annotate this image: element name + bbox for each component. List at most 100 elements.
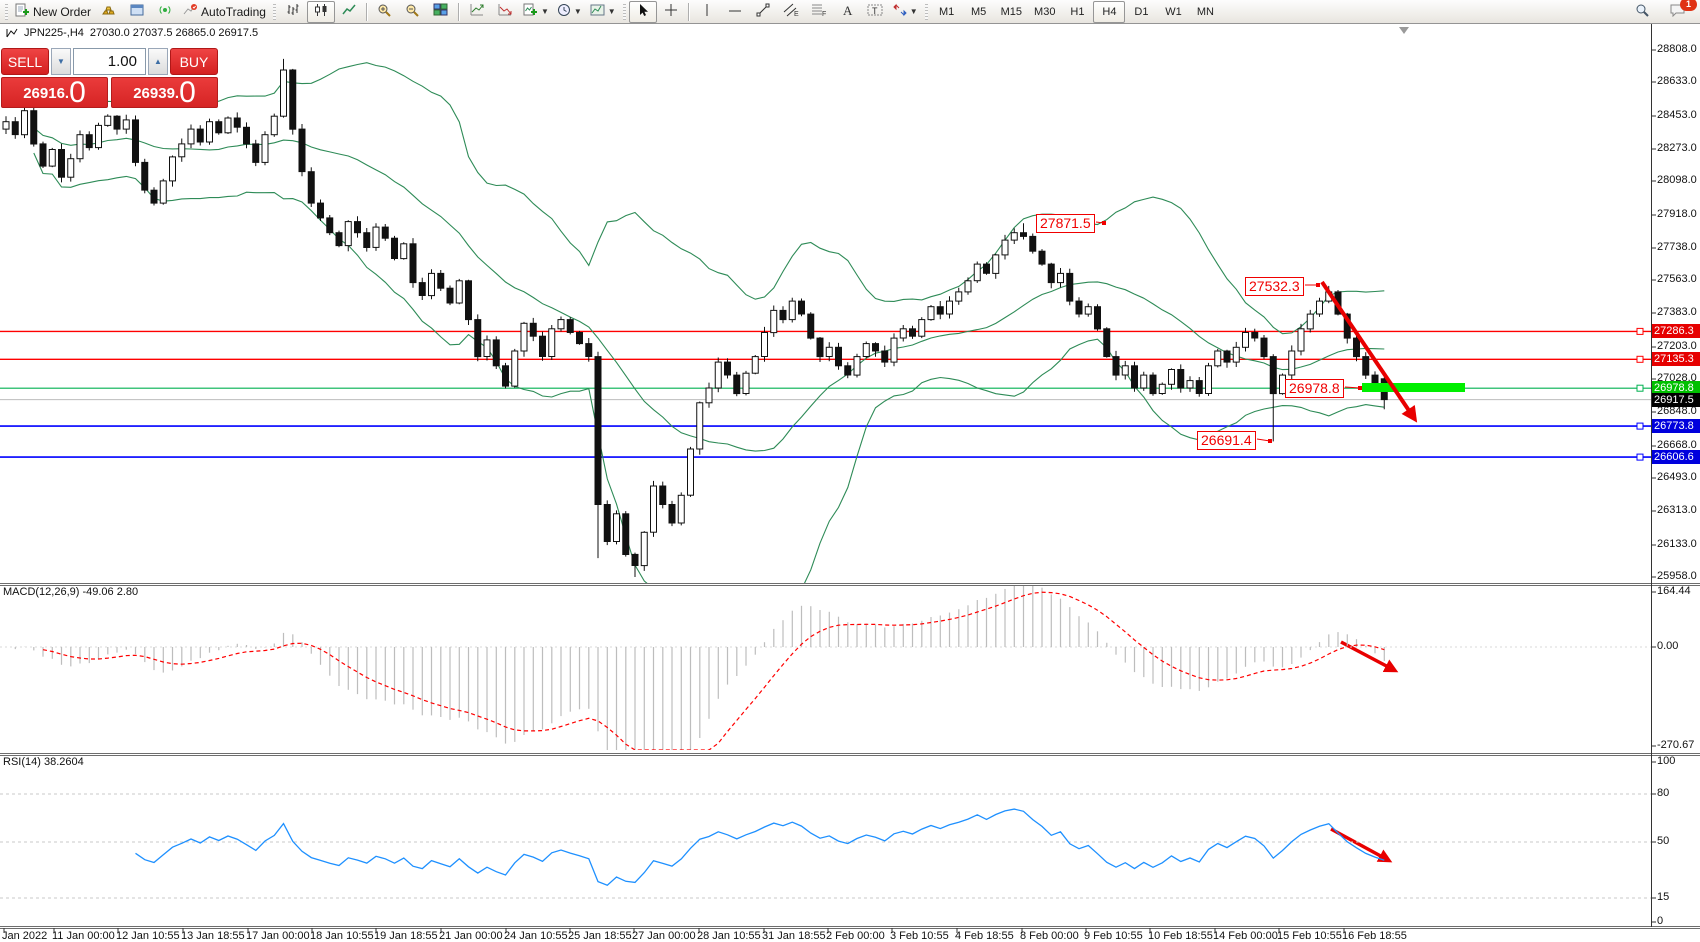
price-axis-tick[interactable]: 28273.0	[1657, 142, 1697, 154]
timeframe-H1[interactable]: H1	[1070, 5, 1085, 18]
time-axis-label[interactable]: 15 Feb 10:55	[1277, 930, 1342, 942]
timeframe-M1[interactable]: M1	[939, 5, 955, 18]
cursor-tool[interactable]	[628, 0, 657, 23]
macd-axis-tick[interactable]: 0.00	[1657, 640, 1679, 652]
buy-button[interactable]: BUY	[170, 48, 218, 75]
time-axis-label[interactable]: 19 Jan 18:55	[374, 930, 438, 942]
time-axis-label[interactable]: 12 Jan 10:55	[116, 930, 180, 942]
notifications-button[interactable]: 1	[1664, 0, 1697, 23]
time-axis-label[interactable]: 25 Jan 18:55	[568, 930, 632, 942]
crosshair-icon	[664, 3, 678, 20]
trendline-tool[interactable]	[749, 1, 777, 23]
rsi-axis-tick[interactable]: 50	[1657, 835, 1670, 847]
price-annotation-label[interactable]: 26691.4	[1197, 431, 1256, 450]
time-axis-label[interactable]: 3 Feb 10:55	[890, 930, 949, 942]
group-handle[interactable]	[272, 3, 276, 20]
fibonacci-tool[interactable]: F	[805, 1, 833, 23]
rsi-axis-tick[interactable]: 100	[1657, 755, 1676, 767]
price-axis-tick[interactable]: 28633.0	[1657, 75, 1697, 87]
price-axis-tick[interactable]: 25958.0	[1657, 570, 1697, 582]
chart-shift-button[interactable]	[491, 1, 519, 23]
price-axis-tick[interactable]: 27918.0	[1657, 208, 1697, 220]
timeframe-W1[interactable]: W1	[1165, 5, 1182, 18]
text-tool[interactable]: A	[833, 1, 861, 23]
time-axis-label[interactable]: 16 Feb 18:55	[1342, 930, 1407, 942]
time-axis-label[interactable]: 11 Jan 00:00	[52, 930, 115, 942]
time-axis-label[interactable]: 31 Jan 18:55	[762, 930, 826, 942]
price-axis-tick[interactable]: 26133.0	[1657, 538, 1697, 550]
price-annotation-label[interactable]: 27871.5	[1036, 214, 1095, 233]
time-axis-label[interactable]: 14 Feb 00:00	[1213, 930, 1278, 942]
volume-increase-button[interactable]: ▲	[148, 48, 168, 75]
autotrading-button[interactable]: AutoTrading	[179, 1, 270, 23]
macd-axis-tick[interactable]: -270.67	[1657, 739, 1695, 751]
rsi-axis-tick[interactable]: 15	[1657, 891, 1670, 903]
zoom-in-button[interactable]	[371, 1, 399, 23]
timeframe-D1[interactable]: D1	[1134, 5, 1149, 18]
time-axis-label[interactable]: 28 Jan 10:55	[697, 930, 761, 942]
arrows-dropdown[interactable]: ▼	[889, 1, 922, 23]
indicators-dropdown[interactable]: ▼	[519, 1, 553, 23]
price-axis-tick[interactable]: 26493.0	[1657, 471, 1697, 483]
price-axis-tick[interactable]: 27383.0	[1657, 306, 1697, 318]
group-handle[interactable]	[622, 3, 626, 20]
timeframe-M15[interactable]: M15	[1000, 5, 1023, 18]
new-order-button[interactable]: New Order	[11, 1, 95, 23]
deposit-button[interactable]	[95, 1, 123, 23]
time-axis-label[interactable]: 9 Feb 10:55	[1084, 930, 1143, 942]
auto-scroll-button[interactable]	[463, 1, 491, 23]
search-button[interactable]	[1628, 1, 1656, 23]
templates-dropdown[interactable]: ▼	[586, 1, 620, 23]
timeframe-M5[interactable]: M5	[971, 5, 987, 18]
time-axis-label[interactable]: 4 Feb 18:55	[955, 930, 1014, 942]
price-axis-tick[interactable]: 28453.0	[1657, 109, 1697, 121]
tile-windows-button[interactable]	[427, 1, 455, 23]
line-chart-button[interactable]	[335, 1, 363, 23]
crosshair-tool[interactable]	[657, 1, 685, 23]
sell-price-panel[interactable]: 26916. 0	[1, 77, 108, 108]
price-axis-tick[interactable]: 27563.0	[1657, 273, 1697, 285]
time-axis-label[interactable]: 24 Jan 10:55	[504, 930, 568, 942]
toolbar-drag-handle[interactable]	[5, 3, 8, 20]
rsi-axis-tick[interactable]: 0	[1657, 915, 1664, 927]
macd-axis-tick[interactable]: 164.44	[1657, 585, 1691, 597]
signals-button[interactable]	[151, 1, 179, 23]
time-axis-label[interactable]: 27 Jan 00:00	[632, 930, 696, 942]
bar-chart-button[interactable]	[279, 1, 307, 23]
channel-tool[interactable]: E	[777, 1, 805, 23]
price-axis-tick[interactable]: 26848.0	[1657, 405, 1697, 417]
price-axis-tick[interactable]: 26313.0	[1657, 504, 1697, 516]
periods-dropdown[interactable]: ▼	[553, 1, 586, 23]
time-axis-label[interactable]: Jan 2022	[2, 930, 48, 942]
time-axis-label[interactable]: 13 Jan 18:55	[181, 930, 245, 942]
buy-price-panel[interactable]: 26939. 0	[111, 77, 218, 108]
volume-decrease-button[interactable]: ▼	[51, 48, 71, 75]
price-annotation-label[interactable]: 26978.8	[1285, 379, 1344, 398]
timeframe-MN[interactable]: MN	[1196, 5, 1214, 18]
time-axis-label[interactable]: 18 Jan 10:55	[310, 930, 374, 942]
price-axis-tick[interactable]: 26668.0	[1657, 439, 1697, 451]
timeframe-M30[interactable]: M30	[1034, 5, 1056, 18]
price-annotation-label[interactable]: 27532.3	[1245, 277, 1304, 296]
time-axis-label[interactable]: 2 Feb 00:00	[826, 930, 885, 942]
text-label-tool[interactable]: T	[861, 1, 889, 23]
price-axis-tick[interactable]: 27738.0	[1657, 241, 1697, 253]
time-axis-label[interactable]: 8 Feb 00:00	[1020, 930, 1079, 942]
terminal-button[interactable]	[123, 1, 151, 23]
vertical-line-tool[interactable]	[693, 1, 721, 23]
price-axis-tick[interactable]: 28808.0	[1657, 43, 1697, 55]
time-axis-label[interactable]: 17 Jan 00:00	[246, 930, 310, 942]
candlestick-button[interactable]	[306, 0, 335, 23]
price-axis-tick[interactable]: 27203.0	[1657, 340, 1697, 352]
time-axis-label[interactable]: 10 Feb 18:55	[1148, 930, 1213, 942]
horizontal-line-tool[interactable]	[721, 1, 749, 23]
volume-input[interactable]: 1.00	[73, 48, 146, 75]
sell-button[interactable]: SELL	[1, 48, 49, 75]
rsi-axis-tick[interactable]: 80	[1657, 787, 1670, 799]
time-axis-label[interactable]: 21 Jan 00:00	[439, 930, 503, 942]
zoom-out-button[interactable]	[399, 1, 427, 23]
group-handle[interactable]	[924, 3, 928, 20]
price-axis-tick[interactable]: 28098.0	[1657, 174, 1697, 186]
timeframe-H4[interactable]: H4	[1093, 0, 1126, 23]
